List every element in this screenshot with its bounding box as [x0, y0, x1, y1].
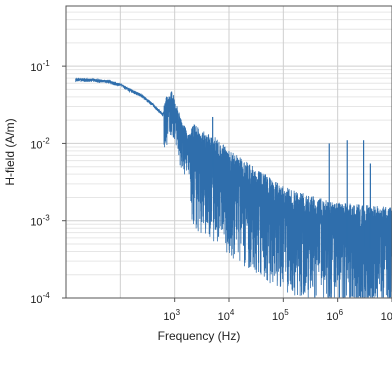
y-ticks: 10-4 10-3 10-2 10-1	[30, 59, 66, 306]
x-ticks: 103 104 105 106 107	[163, 298, 392, 323]
x-tick-exponent: 6	[339, 308, 344, 317]
x-tick-exponent: 5	[284, 308, 289, 317]
x-tick-label: 107	[381, 308, 392, 323]
x-tick-label: 105	[272, 308, 289, 323]
y-tick-exponent: -3	[43, 214, 51, 223]
series-line	[75, 77, 392, 298]
x-axis-label: Frequency (Hz)	[158, 329, 241, 343]
x-tick-label: 104	[218, 308, 235, 323]
y-tick-label: 10-2	[30, 136, 50, 151]
x-tick-exponent: 4	[230, 308, 235, 317]
y-tick-exponent: -2	[43, 136, 51, 145]
y-tick-label: 10-4	[30, 291, 50, 306]
y-tick-exponent: -4	[43, 291, 51, 300]
y-tick-label: 10-3	[30, 214, 50, 229]
x-tick-exponent: 3	[176, 308, 181, 317]
series-group	[75, 77, 392, 298]
x-tick-label: 103	[163, 308, 180, 323]
y-tick-exponent: -1	[43, 59, 51, 68]
y-axis-label: H-field (A/m)	[3, 118, 17, 185]
x-tick-label: 106	[326, 308, 343, 323]
y-tick-label: 10-1	[30, 59, 50, 74]
